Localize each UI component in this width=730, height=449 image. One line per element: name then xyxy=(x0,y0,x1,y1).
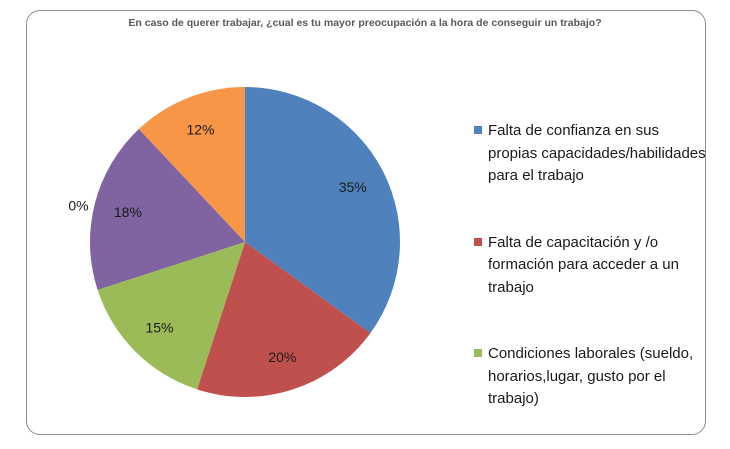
data-label-5: 12% xyxy=(186,122,214,138)
pie-slice-5 xyxy=(138,87,245,242)
legend-label: Falta de confianza en sus propias capaci… xyxy=(488,122,706,184)
data-label-3: 18% xyxy=(114,204,142,220)
data-label-0: 35% xyxy=(339,179,367,195)
legend-label: Condiciones laborales (sueldo, horarios,… xyxy=(488,345,694,407)
legend: Falta de confianza en sus propias capaci… xyxy=(474,76,709,411)
pie-slice-1 xyxy=(197,242,371,397)
legend-swatch xyxy=(474,237,482,246)
legend-label: Falta de capacitación y /o formación par… xyxy=(488,233,679,296)
legend-item: Falta de capacitación y /o formación par… xyxy=(474,232,709,300)
chart-title: En caso de querer trabajar, ¿cual es tu … xyxy=(128,17,602,29)
data-label-2: 15% xyxy=(145,319,173,335)
legend-swatch xyxy=(474,126,482,134)
data-label-4: 0% xyxy=(68,197,88,213)
pie-slice-3 xyxy=(89,129,245,290)
pie-slice-2 xyxy=(97,242,245,390)
legend-item: Condiciones laborales (sueldo, horarios,… xyxy=(474,343,709,411)
pie-slice-0 xyxy=(245,87,400,334)
data-label-1: 20% xyxy=(268,349,296,365)
legend-swatch xyxy=(474,349,482,357)
legend-item: Falta de confianza en sus propias capaci… xyxy=(474,120,709,188)
